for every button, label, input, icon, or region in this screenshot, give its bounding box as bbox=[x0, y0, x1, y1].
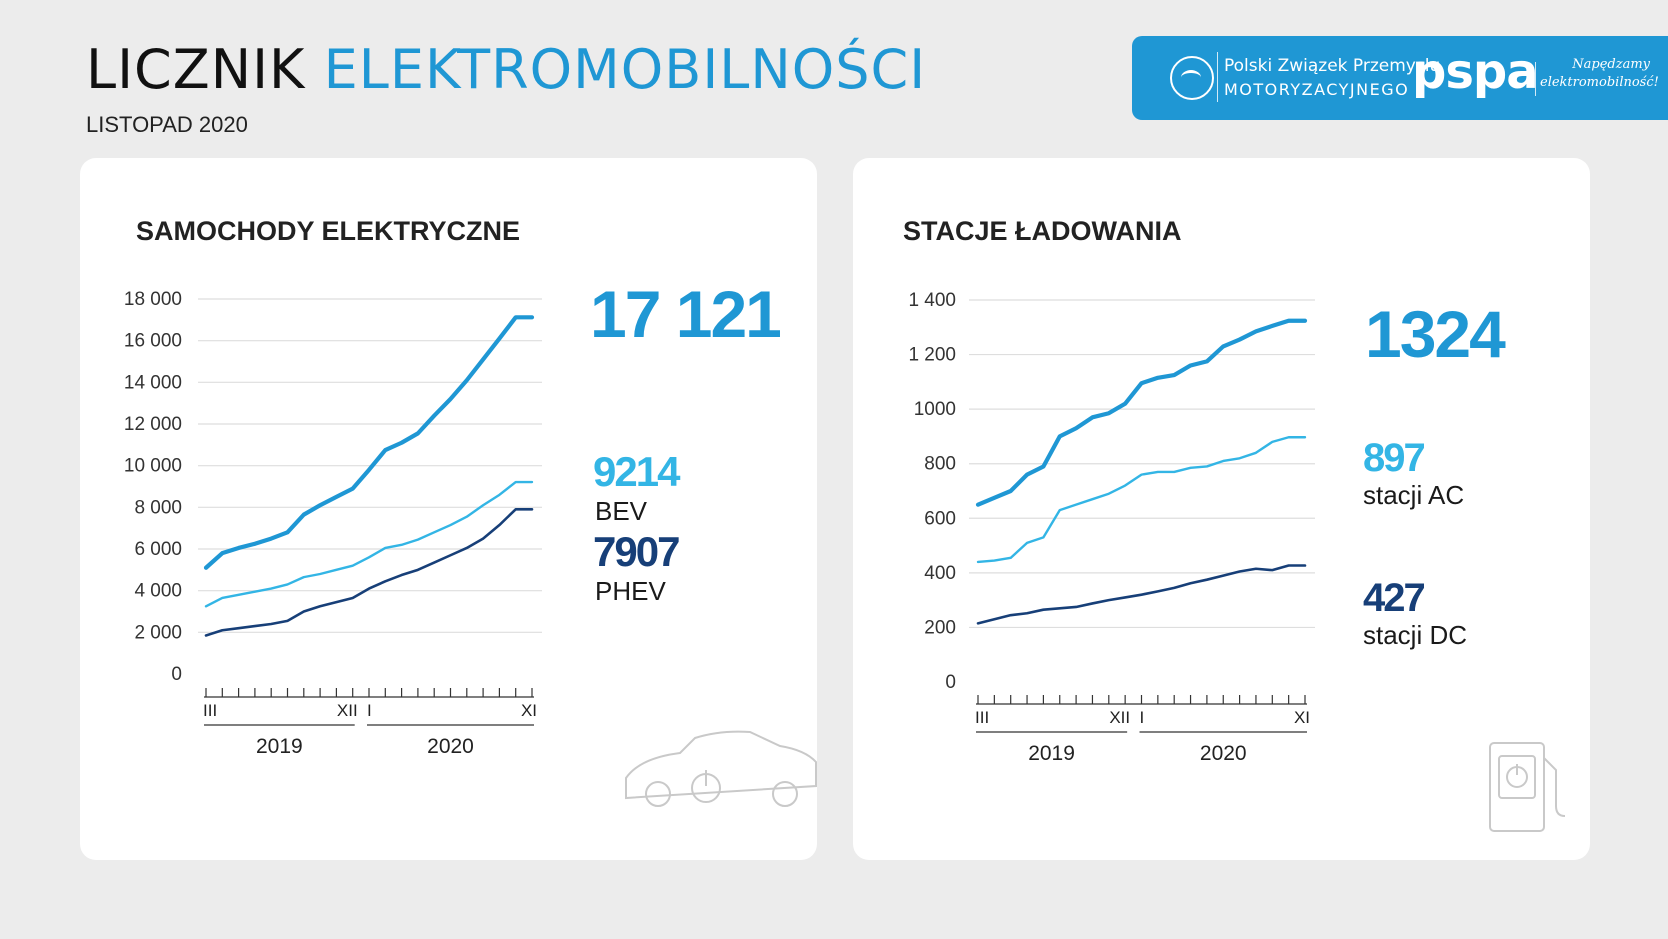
cars-month-label: XI bbox=[521, 701, 537, 720]
stations-ytick-label: 1 400 bbox=[908, 290, 956, 311]
cars-month-label: I bbox=[367, 701, 372, 720]
stations-dc-label: stacji DC bbox=[1363, 620, 1468, 650]
title-part-2: ELEKTROMOBILNOŚCI bbox=[323, 38, 927, 101]
stations-ytick-label: 1 200 bbox=[908, 345, 956, 366]
stations-month-label: III bbox=[975, 708, 989, 727]
stations-ytick-label: 800 bbox=[924, 454, 956, 475]
stations-ytick-label: 600 bbox=[924, 508, 956, 529]
cars-month-label: XII bbox=[337, 701, 358, 720]
stations-ytick-label: 400 bbox=[924, 563, 956, 584]
cars-series-phev bbox=[204, 507, 534, 637]
cars-phev-value: 7907 bbox=[593, 528, 680, 575]
page-title: LICZNIK ELEKTROMOBILNOŚCI bbox=[86, 38, 926, 101]
cars-ytick-label: 0 bbox=[171, 664, 182, 685]
cars-total-value: 17 121 bbox=[590, 277, 782, 351]
cars-phev-label: PHEV bbox=[595, 576, 666, 606]
page-subtitle: LISTOPAD 2020 bbox=[86, 112, 248, 137]
cars-ytick-label: 8 000 bbox=[134, 497, 182, 518]
stations-ytick-label: 200 bbox=[924, 617, 956, 638]
cars-ytick-label: 14 000 bbox=[124, 372, 182, 393]
pspa-tagline-2: elektromobilność! bbox=[1540, 75, 1659, 90]
stations-month-label: XI bbox=[1294, 708, 1310, 727]
cars-series-total bbox=[203, 315, 535, 570]
charging-station-icon bbox=[1489, 742, 1566, 832]
stations-series-total bbox=[975, 318, 1308, 507]
cars-bev-label: BEV bbox=[595, 496, 648, 526]
stations-ac-label: stacji AC bbox=[1363, 480, 1465, 510]
title-part-1: LICZNIK bbox=[86, 38, 306, 101]
stations-year-label: 2020 bbox=[1200, 742, 1247, 765]
stations-card: STACJE ŁADOWANIA 1324 897 stacji AC 427 … bbox=[853, 158, 1590, 860]
stations-ytick-label: 0 bbox=[945, 672, 956, 693]
cars-ytick-label: 2 000 bbox=[134, 622, 182, 643]
cars-series-bev bbox=[204, 480, 534, 608]
pspa-divider bbox=[1535, 62, 1536, 96]
stations-month-label: XII bbox=[1109, 708, 1130, 727]
pspa-logo: pspa bbox=[1412, 44, 1539, 100]
cars-year-label: 2020 bbox=[427, 735, 474, 758]
cars-year-label: 2019 bbox=[256, 735, 303, 758]
cars-card: SAMOCHODY ELEKTRYCZNE 17 121 9214 BEV 79… bbox=[80, 158, 817, 860]
stations-line-chart: 0 200 400 600 800 1000 1 200 1 400 III XII I XI 2019… bbox=[908, 290, 1566, 832]
pspa-tagline: Napędzamy elektromobilność! bbox=[1540, 56, 1659, 92]
cars-ytick-label: 12 000 bbox=[124, 414, 182, 435]
pzpm-divider bbox=[1217, 52, 1218, 102]
pzpm-name-line-1: Polski Związek Przemysłu bbox=[1224, 56, 1441, 76]
cars-ytick-label: 10 000 bbox=[124, 456, 182, 477]
pzpm-logo-icon bbox=[1170, 56, 1214, 100]
stations-ytick-label: 1000 bbox=[914, 399, 956, 420]
pspa-tagline-1: Napędzamy bbox=[1572, 57, 1650, 72]
cars-ytick-label: 16 000 bbox=[124, 331, 182, 352]
pzpm-name-line-2: MOTORYZACYJNEGO bbox=[1224, 80, 1410, 99]
cars-line-chart: 0 2 000 4 000 6 000 8 000 10 000 12 000 14 000 1… bbox=[124, 289, 817, 807]
cars-ytick-label: 4 000 bbox=[134, 581, 182, 602]
stations-year-label: 2019 bbox=[1028, 742, 1075, 765]
cars-ytick-label: 6 000 bbox=[134, 539, 182, 560]
stations-ac-value: 897 bbox=[1363, 436, 1426, 480]
cars-chart-title: SAMOCHODY ELEKTRYCZNE bbox=[136, 216, 521, 246]
logo-bar: Polski Związek Przemysłu MOTORYZACYJNEGO… bbox=[1132, 36, 1668, 120]
cars-ytick-label: 18 000 bbox=[124, 289, 182, 310]
stations-chart-title: STACJE ŁADOWANIA bbox=[903, 216, 1182, 246]
car-icon bbox=[625, 730, 817, 807]
stations-series-dc bbox=[976, 564, 1307, 625]
stations-month-label: I bbox=[1140, 708, 1145, 727]
stations-series-ac bbox=[976, 436, 1307, 564]
stations-dc-value: 427 bbox=[1363, 576, 1426, 620]
cars-month-label: III bbox=[203, 701, 217, 720]
stations-total-value: 1324 bbox=[1365, 297, 1506, 371]
cars-bev-value: 9214 bbox=[593, 448, 680, 495]
